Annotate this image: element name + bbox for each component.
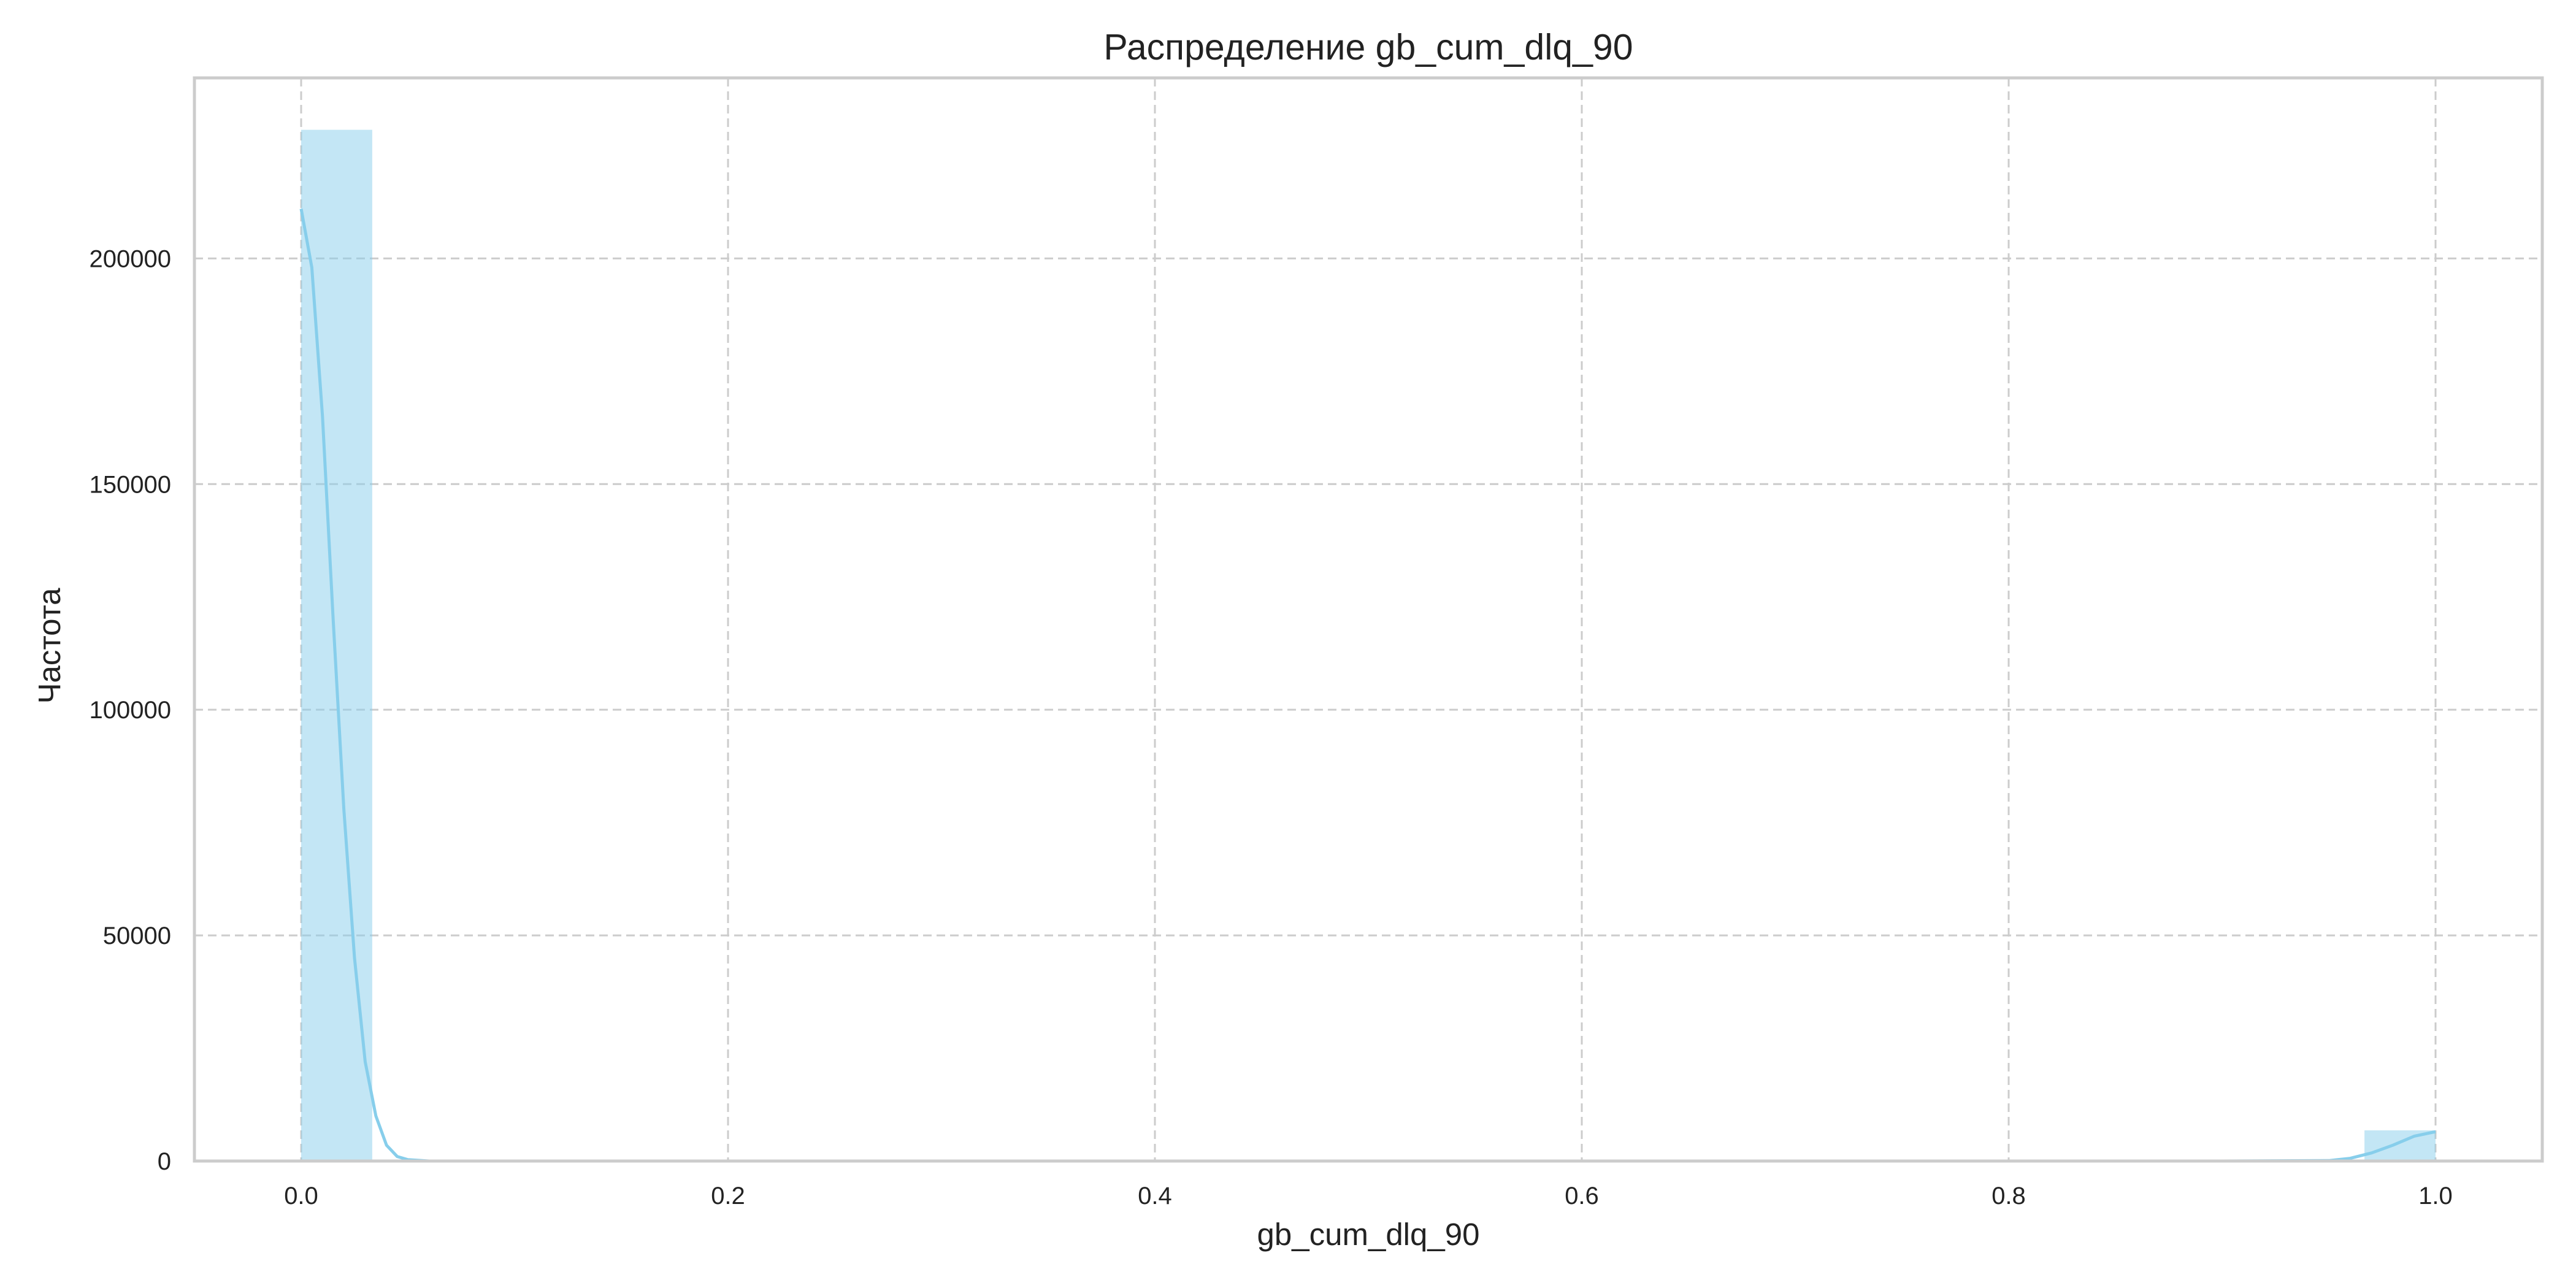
y-tick-label-0: 0	[158, 1148, 171, 1175]
x-tick-label-1: 0.2	[711, 1183, 745, 1209]
y-tick-label-1: 50000	[103, 922, 171, 949]
grid-lines	[194, 78, 2542, 1162]
y-tick-label-2: 100000	[90, 697, 171, 724]
histogram-bars	[301, 129, 2436, 1161]
kde-curve-group	[299, 208, 2436, 1163]
y-tick-label-3: 150000	[90, 471, 171, 498]
x-tick-label-4: 0.8	[1991, 1183, 2026, 1209]
x-tick-label-3: 0.6	[1565, 1183, 1599, 1209]
plot-frame	[193, 76, 2544, 1163]
x-tick-label-2: 0.4	[1138, 1183, 1172, 1209]
kde-line	[299, 208, 2436, 1163]
x-axis-label: gb_cum_dlq_90	[1257, 1217, 1480, 1252]
x-tick-label-0: 0.0	[284, 1183, 318, 1209]
y-axis-label: Частота	[32, 588, 67, 704]
tick-labels: 0.0 0.2 0.4 0.6 0.8 1.0 0 50000 100000 150000 2000…	[90, 245, 2453, 1209]
chart-title: Распределение gb_cum_dlq_90	[1103, 27, 1633, 67]
x-tick-label-5: 1.0	[2418, 1183, 2453, 1209]
y-tick-label-4: 200000	[90, 245, 171, 272]
